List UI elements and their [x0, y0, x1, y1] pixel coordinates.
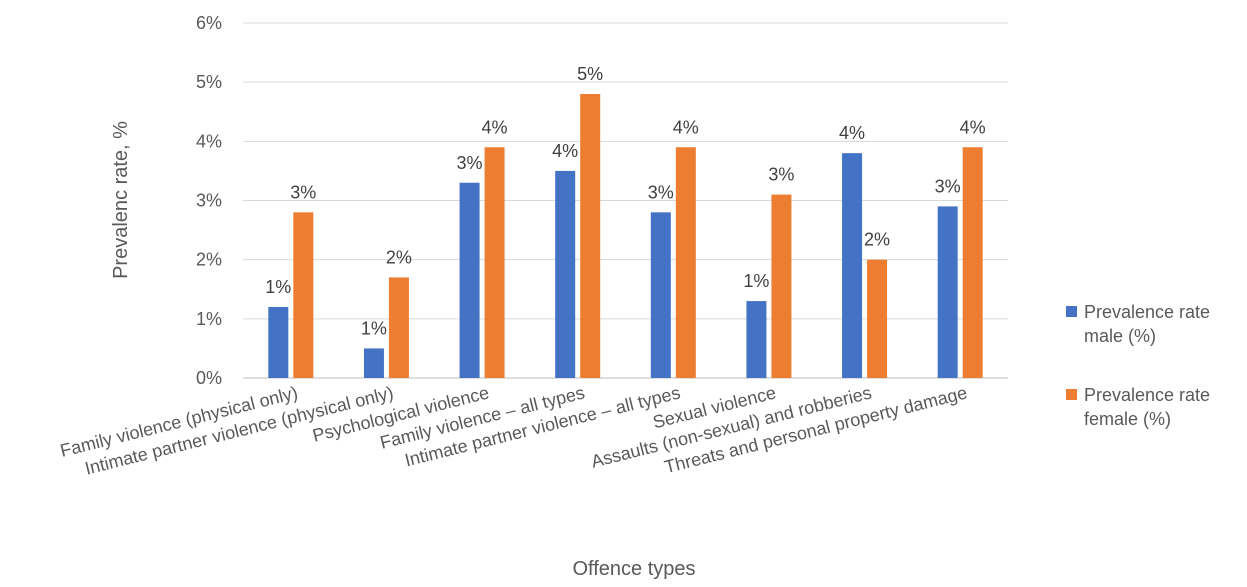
legend-item-male: Prevalence rate male (%) [1066, 300, 1244, 348]
data-label-male: 3% [648, 182, 674, 202]
bar-female [293, 212, 314, 378]
data-label-female: 2% [386, 247, 412, 267]
gridlines [243, 22, 1008, 379]
bar-male [268, 307, 289, 378]
data-label-male: 1% [265, 277, 291, 297]
bar-male [555, 170, 576, 378]
legend-swatch-male [1066, 306, 1077, 317]
x-axis-title: Offence types [572, 558, 695, 580]
y-axis-title: Prevalenc rate, % [110, 121, 132, 279]
bar-male [650, 212, 671, 378]
bar-male [746, 301, 767, 378]
bar-female [388, 277, 409, 378]
y-tick-label: 0% [196, 368, 222, 388]
legend-swatch-female [1066, 389, 1077, 400]
y-tick-label: 1% [196, 309, 222, 329]
data-label-female: 4% [673, 117, 699, 137]
data-label-female: 4% [960, 117, 986, 137]
bar-female [580, 94, 601, 378]
y-tick-label: 5% [196, 72, 222, 92]
bars [268, 94, 983, 378]
data-label-female: 3% [290, 182, 316, 202]
y-tick-label: 2% [196, 250, 222, 270]
bar-female [962, 147, 983, 378]
legend-label-female: Prevalence rate female (%) [1084, 385, 1211, 429]
data-label-male: 4% [552, 141, 578, 161]
bar-female [484, 147, 505, 378]
bar-male [459, 182, 480, 378]
data-label-male: 3% [935, 176, 961, 196]
x-axis-categories: Family violence (physical only)Intimate … [58, 382, 969, 478]
bar-male [842, 153, 863, 378]
y-tick-label: 6% [196, 13, 222, 33]
y-tick-label: 4% [196, 131, 222, 151]
bar-female [675, 147, 696, 378]
data-label-male: 1% [743, 271, 769, 291]
bar-male [363, 348, 384, 378]
legend: Prevalence rate male (%) Prevalence rate… [1066, 300, 1244, 466]
data-label-female: 4% [482, 117, 508, 137]
data-label-male: 4% [839, 123, 865, 143]
data-label-female: 5% [577, 64, 603, 84]
y-tick-label: 3% [196, 191, 222, 211]
data-label-female: 3% [768, 165, 794, 185]
data-labels: 1% 3% 1% 2% 3% 4% 4% 5% 3% 4% 1% 3% 4% 2% 3% 4% [265, 64, 985, 338]
data-label-male: 1% [361, 318, 387, 338]
bar-female [867, 259, 888, 378]
bar-male [937, 206, 958, 378]
legend-item-female: Prevalence rate female (%) [1066, 383, 1244, 431]
legend-label-male: Prevalence rate male (%) [1084, 302, 1211, 346]
data-label-female: 2% [864, 230, 890, 250]
bar-female [771, 194, 792, 378]
data-label-male: 3% [457, 153, 483, 173]
y-axis-ticks: 0% 1% 2% 3% 4% 5% 6% [196, 13, 222, 388]
